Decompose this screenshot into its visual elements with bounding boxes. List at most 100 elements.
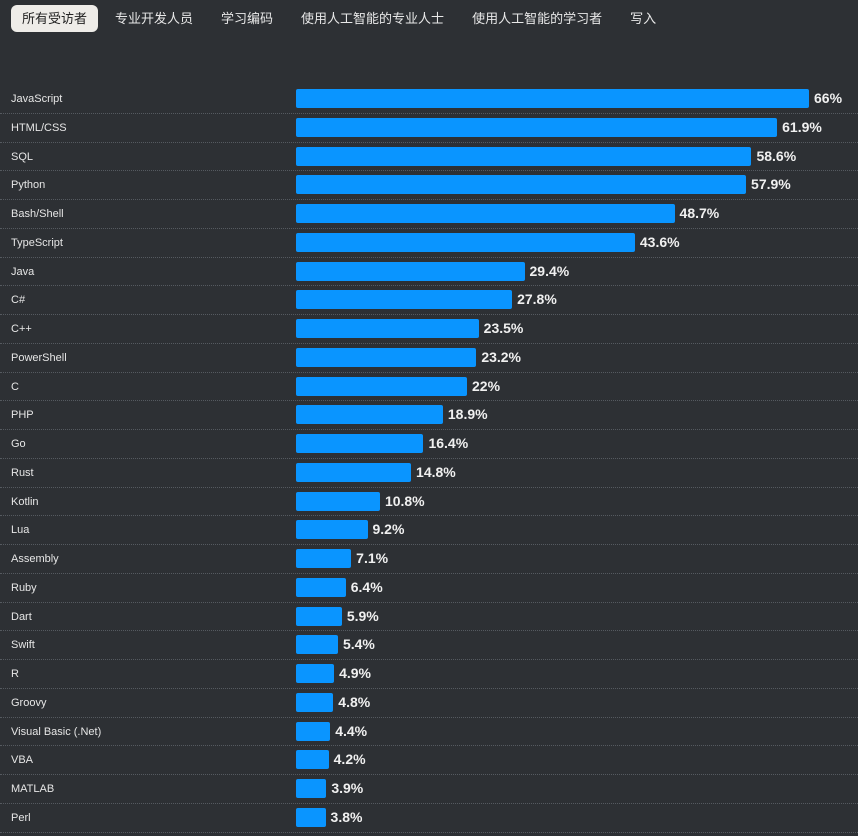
- value-label: 4.4%: [335, 722, 368, 739]
- value-label: 4.8%: [338, 693, 371, 710]
- chart-row: MATLAB 3.9%: [0, 775, 858, 804]
- tab-3[interactable]: 使用人工智能的专业人士: [301, 11, 445, 26]
- bar: [296, 405, 443, 425]
- tab-5[interactable]: 写入: [630, 11, 657, 26]
- category-label: Kotlin: [11, 495, 39, 508]
- chart-row: PHP 18.9%: [0, 401, 858, 430]
- chart-row: Lua 9.2%: [0, 516, 858, 545]
- chart-row: Groovy 4.8%: [0, 689, 858, 718]
- value-label: 3.9%: [331, 780, 364, 796]
- tab-4[interactable]: 使用人工智能的学习者: [472, 11, 603, 26]
- category-label: C#: [11, 294, 26, 307]
- value-label: 6.4%: [350, 578, 383, 595]
- chart-row: VBA 4.2%: [0, 746, 858, 775]
- bar: [296, 117, 778, 137]
- value-label: 18.9%: [447, 406, 488, 423]
- category-label: PHP: [11, 409, 34, 422]
- category-label: Visual Basic (.Net): [11, 725, 102, 738]
- value-label: 14.8%: [416, 463, 456, 480]
- value-label: 7.1%: [356, 550, 389, 566]
- category-label: Java: [11, 265, 35, 278]
- bar: [296, 146, 752, 166]
- chart-row: TypeScript 43.6%: [0, 229, 858, 258]
- chart-row: Assembly 7.1%: [0, 545, 858, 574]
- chart-row: Perl 3.8%: [0, 804, 858, 833]
- chart-row: Bash/Shell 48.7%: [0, 200, 858, 229]
- value-label: 57.9%: [751, 176, 791, 193]
- bar: [296, 577, 346, 597]
- bar: [296, 664, 335, 683]
- chart-row: Ruby 6.4%: [0, 574, 858, 603]
- bar: [296, 549, 352, 568]
- bar: [296, 520, 368, 540]
- bar: [296, 261, 525, 281]
- category-label: JavaScript: [11, 93, 63, 105]
- category-label: Ruby: [11, 581, 37, 594]
- tab-1[interactable]: 专业开发人员: [115, 11, 194, 26]
- tab-0[interactable]: 所有受访者: [11, 5, 99, 32]
- category-label: C++: [11, 323, 32, 335]
- value-label: 66%: [814, 90, 843, 106]
- bar: [296, 175, 747, 195]
- value-label: 22%: [472, 377, 501, 394]
- bar: [296, 319, 479, 338]
- chart-row: Python 57.9%: [0, 171, 858, 200]
- value-label: 9.2%: [372, 521, 405, 538]
- value-label: 5.4%: [342, 636, 375, 653]
- value-label: 48.7%: [679, 205, 720, 221]
- value-label: 5.9%: [346, 607, 379, 624]
- chart-row: C++ 23.5%: [0, 315, 858, 344]
- category-label: Perl: [11, 811, 31, 824]
- category-label: Python: [11, 179, 46, 192]
- chart-row: Go 16.4%: [0, 430, 858, 459]
- chart-row: R 4.9%: [0, 660, 858, 689]
- chart-row: JavaScript 66%: [0, 85, 858, 114]
- value-label: 16.4%: [428, 435, 469, 451]
- bar: [296, 462, 412, 482]
- value-label: 23.2%: [481, 348, 522, 365]
- bar: [296, 376, 467, 396]
- chart-row: HTML/CSS 61.9%: [0, 114, 858, 143]
- value-label: 10.8%: [384, 492, 425, 509]
- tab-2[interactable]: 学习编码: [221, 11, 274, 26]
- category-label: SQL: [11, 150, 34, 163]
- chart-row: SQL 58.6%: [0, 143, 858, 172]
- category-label: Swift: [11, 639, 35, 652]
- chart-row: C# 27.8%: [0, 286, 858, 315]
- bar-chart: JavaScript 66% HTML/CSS 61.9% SQL 58.6% Python…: [0, 85, 858, 833]
- category-label: Lua: [11, 524, 30, 537]
- bar: [296, 491, 380, 511]
- value-label: 61.9%: [782, 118, 822, 135]
- chart-row: Rust 14.8%: [0, 459, 858, 488]
- value-label: 4.2%: [333, 751, 366, 768]
- chart-row: Dart 5.9%: [0, 603, 858, 632]
- chart-row: Visual Basic (.Net) 4.4%: [0, 718, 858, 747]
- category-label: Go: [11, 438, 26, 450]
- category-label: R: [11, 668, 19, 680]
- chart-row: C 22%: [0, 373, 858, 402]
- value-label: 23.5%: [483, 320, 524, 336]
- category-label: Groovy: [11, 696, 47, 709]
- bar: [296, 692, 334, 712]
- bar: [296, 232, 635, 252]
- value-label: 29.4%: [529, 262, 570, 279]
- bar: [296, 807, 326, 827]
- chart-row: PowerShell 23.2%: [0, 344, 858, 373]
- value-label: 3.8%: [330, 808, 363, 825]
- category-label: PowerShell: [11, 351, 67, 364]
- category-label: HTML/CSS: [11, 121, 67, 134]
- category-label: Rust: [11, 466, 34, 479]
- bar: [296, 290, 513, 310]
- chart-row: Java 29.4%: [0, 258, 858, 287]
- value-label: 27.8%: [517, 291, 557, 308]
- category-label: Assembly: [11, 553, 59, 565]
- audience-tabs: 所有受访者 专业开发人员 学习编码 使用人工智能的专业人士 使用人工智能的学习者 写入: [11, 5, 673, 32]
- value-label: 4.9%: [339, 665, 371, 681]
- bar: [296, 721, 331, 741]
- chart-row: Kotlin 10.8%: [0, 488, 858, 517]
- bar: [296, 434, 424, 453]
- bar: [296, 779, 327, 798]
- category-label: C: [11, 380, 19, 393]
- bar: [296, 635, 338, 655]
- chart-row: Swift 5.4%: [0, 631, 858, 660]
